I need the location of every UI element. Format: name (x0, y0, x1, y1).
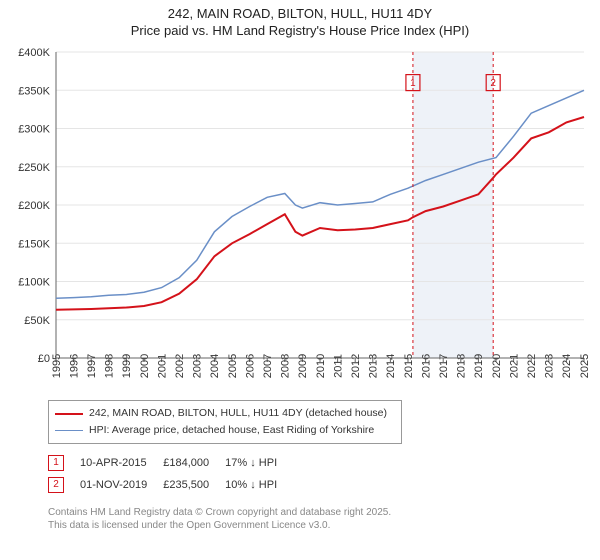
y-axis-label: £400K (18, 47, 50, 59)
marker-number: 1 (410, 78, 416, 89)
transaction-price: £184,000 (163, 452, 225, 474)
footer: Contains HM Land Registry data © Crown c… (48, 506, 592, 532)
transaction-price: £235,500 (163, 474, 225, 496)
x-axis-label: 2010 (315, 354, 327, 378)
transaction-delta: 10% ↓ HPI (225, 474, 293, 496)
y-axis-label: £350K (18, 85, 50, 97)
transaction-marker: 1 (48, 455, 64, 471)
x-axis-label: 2003 (192, 354, 204, 378)
x-axis-label: 2012 (350, 354, 362, 378)
legend-row: 242, MAIN ROAD, BILTON, HULL, HU11 4DY (… (55, 406, 395, 422)
chart-area: £0 £50K £100K £150K £200K £250K £300K £350K £400… (8, 46, 592, 396)
legend-label: HPI: Average price, detached house, East… (89, 423, 374, 439)
x-axis-label: 2001 (156, 354, 168, 378)
legend-swatch (55, 430, 83, 431)
footer-line-1: Contains HM Land Registry data © Crown c… (48, 506, 592, 519)
root: 242, MAIN ROAD, BILTON, HULL, HU11 4DY P… (0, 0, 600, 560)
y-axis-label: £300K (18, 123, 50, 135)
transaction-date: 01-NOV-2019 (80, 474, 163, 496)
x-axis-label: 2023 (544, 354, 556, 378)
chart-svg: £0 £50K £100K £150K £200K £250K £300K £350K £400… (8, 46, 592, 396)
y-axis-label: £50K (24, 315, 50, 327)
y-axis-label: £150K (18, 238, 50, 250)
y-axis-label: £100K (18, 276, 50, 288)
footer-line-2: This data is licensed under the Open Gov… (48, 519, 592, 532)
x-axis-label: 2021 (508, 354, 520, 378)
y-axis-label: £0 (38, 353, 50, 365)
legend-label: 242, MAIN ROAD, BILTON, HULL, HU11 4DY (… (89, 406, 387, 422)
x-axis-label: 2018 (456, 354, 468, 378)
x-axis-label: 2025 (579, 354, 591, 378)
x-axis-label: 1999 (121, 354, 133, 378)
x-axis-label: 2013 (368, 354, 380, 378)
title-line-2: Price paid vs. HM Land Registry's House … (0, 23, 600, 40)
x-axis-label: 2009 (297, 354, 309, 378)
x-axis-label: 1998 (104, 354, 116, 378)
y-axis-label: £200K (18, 200, 50, 212)
series-hpi (56, 90, 584, 298)
transaction-delta: 17% ↓ HPI (225, 452, 293, 474)
x-axis-label: 2022 (526, 354, 538, 378)
x-axis-label: 2016 (420, 354, 432, 378)
x-axis-label: 2000 (139, 354, 151, 378)
x-axis-label: 2002 (174, 354, 186, 378)
x-axis-label: 2005 (227, 354, 239, 378)
table-row: 1 10-APR-2015 £184,000 17% ↓ HPI (48, 452, 293, 474)
x-axis-label: 2020 (491, 354, 503, 378)
marker-number: 2 (490, 78, 496, 89)
x-axis-label: 2017 (438, 354, 450, 378)
x-axis-label: 2015 (403, 354, 415, 378)
chart-title-block: 242, MAIN ROAD, BILTON, HULL, HU11 4DY P… (0, 0, 600, 40)
title-line-1: 242, MAIN ROAD, BILTON, HULL, HU11 4DY (0, 6, 600, 23)
x-axis-label: 1996 (68, 354, 80, 378)
x-axis-label: 1995 (51, 354, 63, 378)
table-row: 2 01-NOV-2019 £235,500 10% ↓ HPI (48, 474, 293, 496)
legend-row: HPI: Average price, detached house, East… (55, 423, 395, 439)
legend: 242, MAIN ROAD, BILTON, HULL, HU11 4DY (… (48, 400, 402, 445)
legend-swatch (55, 413, 83, 415)
x-axis-label: 1997 (86, 354, 98, 378)
transactions-table: 1 10-APR-2015 £184,000 17% ↓ HPI 2 01-NO… (48, 452, 592, 496)
x-axis-label: 2008 (280, 354, 292, 378)
x-axis-label: 2024 (561, 354, 573, 378)
transaction-marker: 2 (48, 477, 64, 493)
x-axis-label: 2019 (473, 354, 485, 378)
x-axis-label: 2006 (244, 354, 256, 378)
x-axis-label: 2004 (209, 354, 221, 378)
x-axis-label: 2007 (262, 354, 274, 378)
x-axis-label: 2014 (385, 354, 397, 378)
y-axis-label: £250K (18, 162, 50, 174)
transaction-date: 10-APR-2015 (80, 452, 163, 474)
